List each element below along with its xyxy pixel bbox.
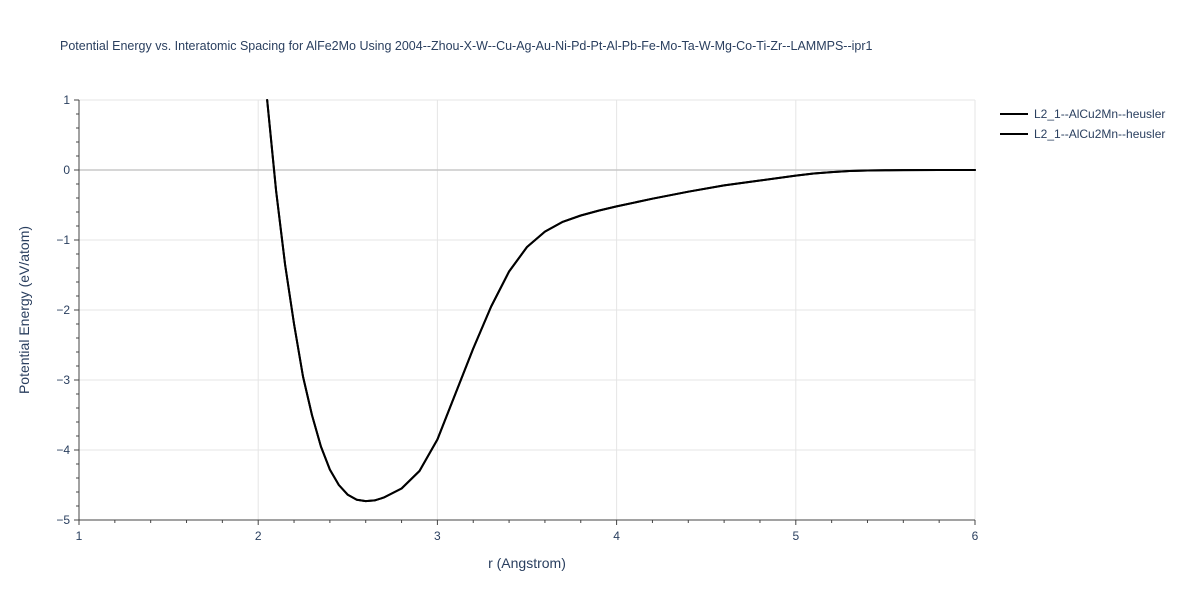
x-tick-label: 6 — [972, 529, 979, 543]
series-layer — [266, 99, 976, 503]
series-line-1 — [266, 99, 976, 503]
y-tick-label: 1 — [63, 93, 70, 107]
x-tick-label: 3 — [434, 529, 441, 543]
y-tick-label: −3 — [56, 373, 70, 387]
y-tick-label: −2 — [56, 303, 70, 317]
y-tick-label: −1 — [56, 233, 70, 247]
y-axis-title: Potential Energy (eV/atom) — [16, 226, 32, 394]
x-tick-label: 1 — [76, 529, 83, 543]
x-tick-label: 2 — [255, 529, 262, 543]
y-tick-label: 0 — [63, 163, 70, 177]
x-tick-label: 4 — [613, 529, 620, 543]
x-tick-label: 5 — [792, 529, 799, 543]
series-line-2 — [266, 99, 976, 503]
grid-layer — [79, 99, 976, 520]
x-axis-title: r (Angstrom) — [488, 555, 566, 571]
y-tick-label: −4 — [56, 443, 70, 457]
y-tick-label: −5 — [56, 513, 70, 527]
axis-layer: 1 2 3 4 5 6 1 0 −1 −2 −3 −4 −5 — [56, 93, 978, 543]
chart-title: Potential Energy vs. Interatomic Spacing… — [60, 39, 873, 53]
legend: L2_1--AlCu2Mn--heusler L2_1--AlCu2Mn--heu… — [1000, 107, 1165, 141]
legend-label-2: L2_1--AlCu2Mn--heusler — [1034, 127, 1165, 141]
legend-label-1: L2_1--AlCu2Mn--heusler — [1034, 107, 1165, 121]
